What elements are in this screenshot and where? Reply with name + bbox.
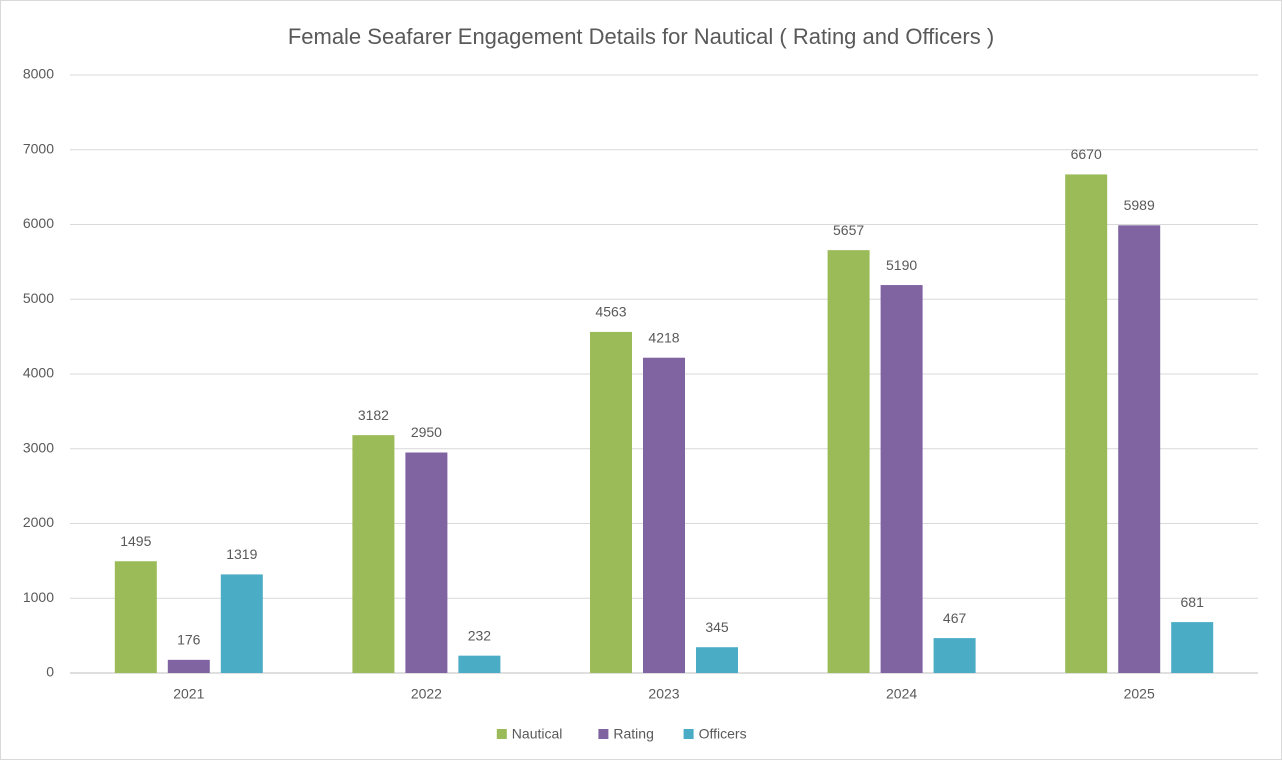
- chart-title: Female Seafarer Engagement Details for N…: [288, 24, 994, 49]
- legend-swatch: [496, 729, 507, 739]
- y-tick-label: 3000: [23, 439, 54, 455]
- data-label: 3182: [358, 407, 389, 423]
- data-label: 6670: [1071, 146, 1102, 162]
- legend-label: Rating: [613, 726, 653, 742]
- bar: [114, 561, 157, 673]
- legend-label: Nautical: [512, 726, 563, 742]
- x-tick-label: 2023: [648, 686, 679, 702]
- data-label: 2950: [411, 424, 442, 440]
- x-tick-label: 2025: [1124, 686, 1155, 702]
- data-label: 5989: [1124, 197, 1155, 213]
- bar: [643, 357, 685, 673]
- y-tick-label: 5000: [23, 290, 54, 306]
- data-label: 681: [1181, 594, 1205, 610]
- x-tick-label: 2024: [886, 686, 917, 702]
- data-label: 4563: [595, 304, 626, 320]
- bar: [458, 655, 501, 673]
- legend-swatch: [683, 729, 694, 739]
- bar: [1118, 225, 1161, 673]
- bar: [1065, 174, 1108, 674]
- x-tick-label: 2022: [411, 686, 442, 702]
- data-label: 4218: [648, 329, 679, 345]
- bar: [827, 250, 870, 673]
- bar: [880, 285, 923, 673]
- y-tick-label: 8000: [23, 66, 54, 82]
- data-label: 5657: [833, 222, 864, 238]
- data-label: 345: [705, 619, 729, 635]
- bar: [933, 638, 976, 673]
- data-label: 232: [468, 627, 492, 643]
- bar: [590, 331, 632, 673]
- bar: [1171, 622, 1214, 673]
- bar: [220, 574, 263, 673]
- data-label: 5190: [886, 257, 917, 273]
- y-tick-label: 2000: [23, 514, 54, 530]
- legend-swatch: [598, 729, 609, 739]
- y-tick-label: 0: [46, 664, 54, 680]
- y-tick-label: 7000: [23, 140, 54, 156]
- y-tick-label: 4000: [23, 365, 54, 381]
- bar: [167, 659, 210, 673]
- legend-label: Officers: [699, 726, 747, 742]
- y-tick-label: 1000: [23, 589, 54, 605]
- bar: [352, 435, 395, 673]
- data-label: 467: [943, 610, 967, 626]
- data-label: 1495: [120, 533, 151, 549]
- data-label: 1319: [226, 546, 257, 562]
- y-tick-label: 6000: [23, 215, 54, 231]
- x-tick-label: 2021: [173, 686, 204, 702]
- bar: [696, 647, 738, 673]
- bar: [405, 452, 448, 673]
- data-label: 176: [177, 632, 201, 648]
